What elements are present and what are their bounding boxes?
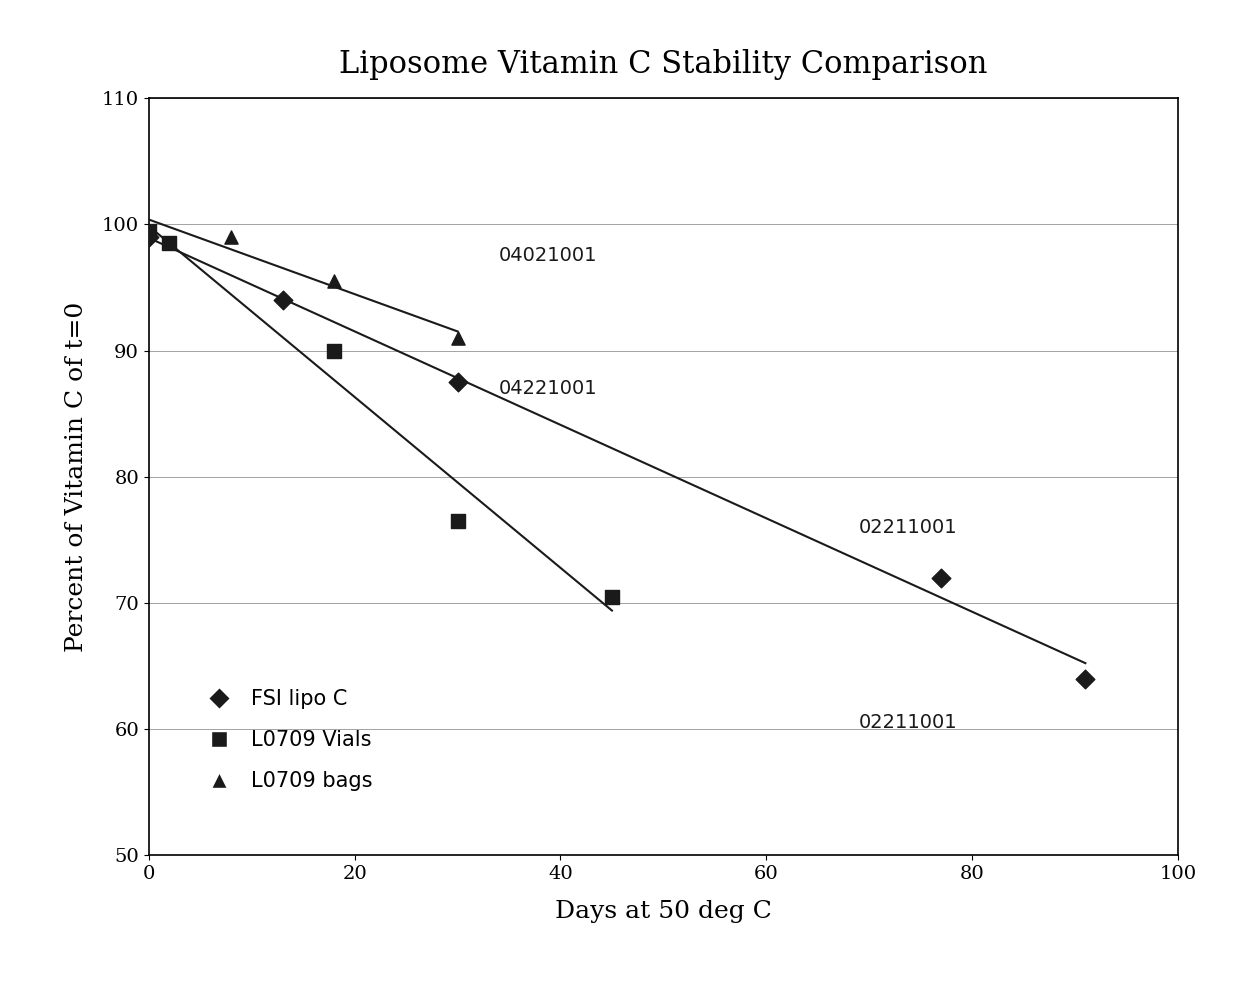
X-axis label: Days at 50 deg C: Days at 50 deg C (556, 899, 771, 923)
Text: 04021001: 04021001 (498, 247, 598, 265)
Point (448, 375, 467, 390)
Point (160, 236, 180, 252)
Point (273, 292, 293, 308)
Point (324, 343, 343, 359)
Title: Liposome Vitamin C Stability Comparison: Liposome Vitamin C Stability Comparison (340, 49, 987, 81)
Point (221, 229, 241, 245)
Point (139, 223, 159, 239)
Legend: FSI lipo C, L0709 Vials, L0709 bags: FSI lipo C, L0709 Vials, L0709 bags (190, 681, 381, 799)
Point (139, 229, 159, 245)
Text: 02211001: 02211001 (859, 714, 957, 732)
Point (448, 330, 467, 346)
Text: 02211001: 02211001 (859, 518, 957, 537)
Text: 04221001: 04221001 (498, 379, 598, 398)
Point (448, 513, 467, 529)
Point (324, 273, 343, 289)
Y-axis label: Percent of Vitamin C of t=0: Percent of Vitamin C of t=0 (64, 302, 88, 652)
Point (1075, 670, 1095, 686)
Point (139, 223, 159, 239)
Point (931, 570, 951, 586)
Point (601, 589, 621, 605)
